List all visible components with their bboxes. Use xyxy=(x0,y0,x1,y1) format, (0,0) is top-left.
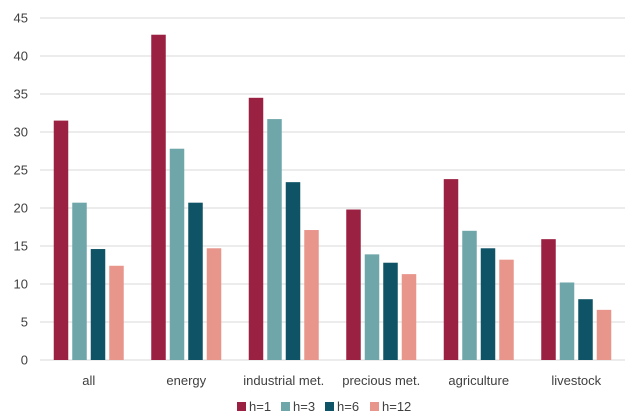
bar-h1-2 xyxy=(248,97,264,361)
y-tick-label: 30 xyxy=(14,125,28,140)
bar-h6-0 xyxy=(90,249,106,360)
legend-swatch xyxy=(281,402,290,411)
bar-h1-3 xyxy=(346,209,361,360)
x-tick-label: energy xyxy=(166,373,206,388)
legend-swatch xyxy=(325,402,334,411)
y-tick-label: 10 xyxy=(14,277,28,292)
x-tick-label: all xyxy=(82,373,95,388)
legend-label: h=6 xyxy=(337,399,359,414)
y-tick-label: 0 xyxy=(21,353,28,368)
x-tick-label: industrial met. xyxy=(243,373,324,388)
bar-h3-3 xyxy=(364,254,380,360)
x-axis: all energy industrial met. precious met. agr… xyxy=(82,373,601,388)
bar-h6-1 xyxy=(188,202,203,360)
bar-h12-4 xyxy=(499,259,514,360)
bar-h3-0 xyxy=(72,202,87,360)
legend-swatch xyxy=(370,402,379,411)
bar-h1-5 xyxy=(541,239,556,360)
bar-h3-1 xyxy=(169,148,185,360)
x-tick-label: agriculture xyxy=(448,373,509,388)
y-axis: 0 5 10 15 20 25 30 35 40 45 xyxy=(14,11,28,368)
bars xyxy=(53,34,612,361)
bar-h1-1 xyxy=(151,34,166,360)
bar-h12-5 xyxy=(596,309,612,360)
y-tick-label: 15 xyxy=(14,239,28,254)
bar-h6-4 xyxy=(480,248,496,360)
legend-label: h=12 xyxy=(382,399,411,414)
x-tick-label: livestock xyxy=(551,373,601,388)
x-tick-label: precious met. xyxy=(342,373,420,388)
legend-label: h=1 xyxy=(249,399,271,414)
bar-h12-0 xyxy=(109,265,124,360)
legend: h=1 h=3 h=6 h=12 xyxy=(237,399,411,414)
bar-h1-0 xyxy=(53,120,69,360)
bar-h12-1 xyxy=(206,248,222,360)
bar-h1-4 xyxy=(443,179,459,360)
y-tick-label: 35 xyxy=(14,87,28,102)
y-tick-label: 45 xyxy=(14,11,28,26)
bar-h3-5 xyxy=(559,282,575,360)
y-tick-label: 5 xyxy=(21,315,28,330)
bar-h6-5 xyxy=(578,299,593,360)
bar-h6-2 xyxy=(285,182,301,360)
gridlines xyxy=(40,17,625,361)
legend-label: h=3 xyxy=(293,399,315,414)
y-tick-label: 20 xyxy=(14,201,28,216)
bar-h6-3 xyxy=(383,262,398,360)
y-tick-label: 25 xyxy=(14,163,28,178)
bar-h3-2 xyxy=(267,119,282,360)
bar-h12-3 xyxy=(401,274,417,360)
y-tick-label: 40 xyxy=(14,49,28,64)
bar-h3-4 xyxy=(462,230,477,360)
bar-h12-2 xyxy=(304,230,319,360)
legend-swatch xyxy=(237,402,246,411)
